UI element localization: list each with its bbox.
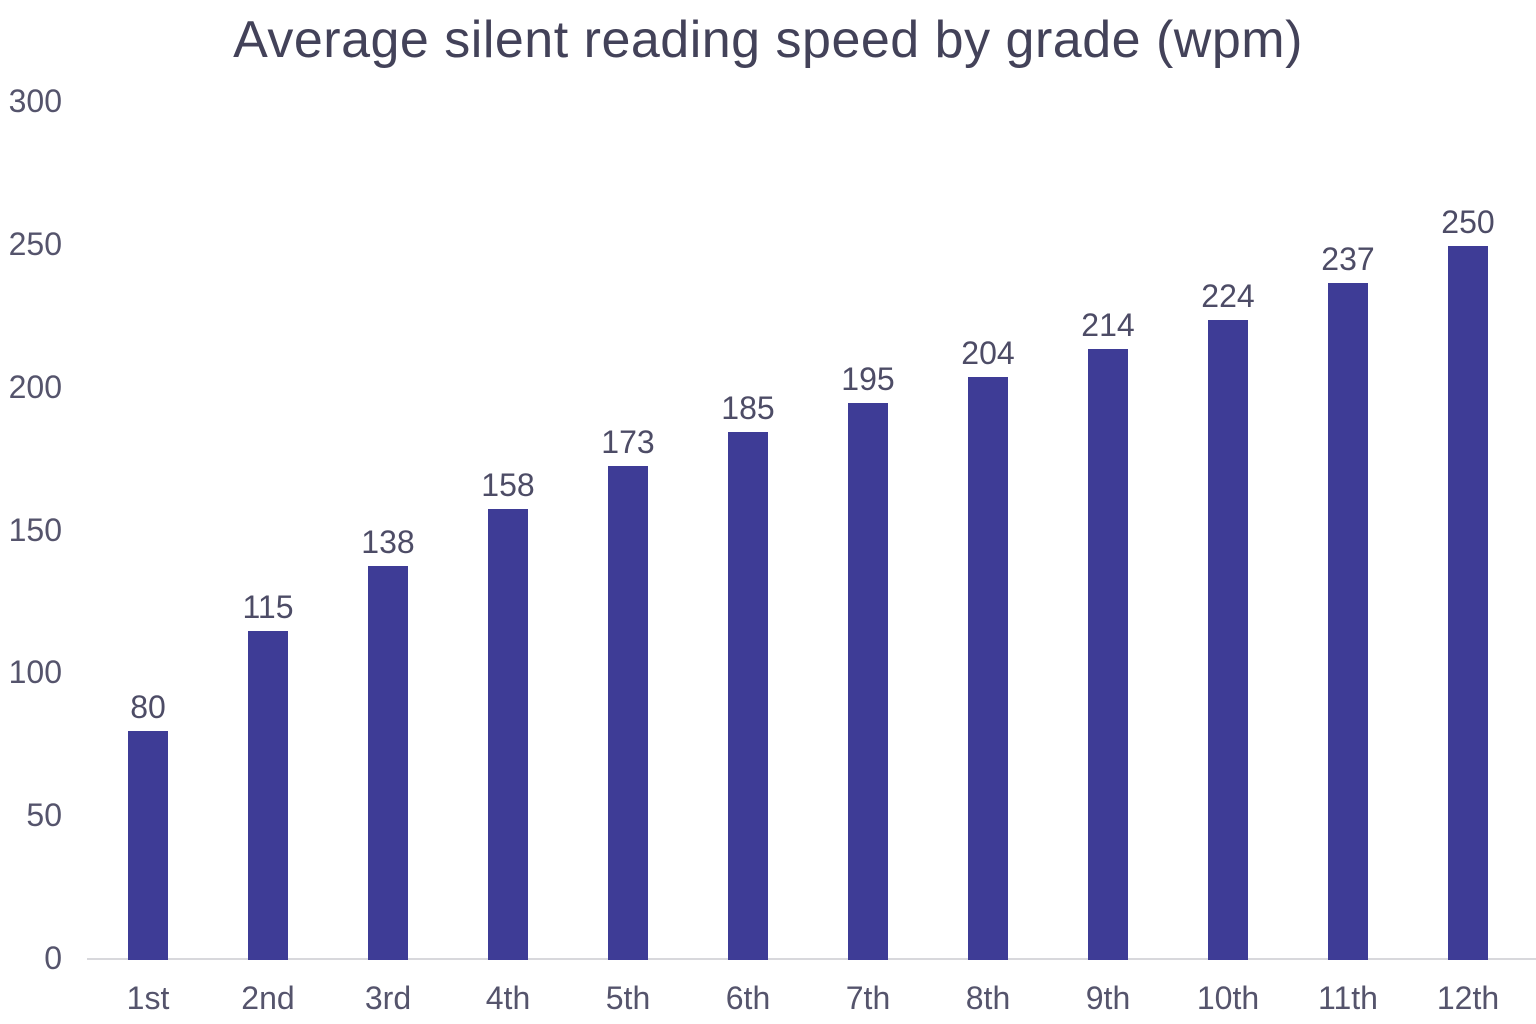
x-axis-label: 7th bbox=[845, 980, 891, 1016]
bar-4th bbox=[488, 509, 528, 960]
bar-2nd bbox=[248, 631, 288, 960]
bar-value-label: 195 bbox=[841, 361, 895, 397]
bar-value-label: 185 bbox=[721, 390, 775, 426]
y-axis-tick-label: 100 bbox=[8, 654, 62, 691]
x-axis-label: 11th bbox=[1318, 980, 1378, 1016]
x-axis-label: 6th bbox=[725, 980, 771, 1016]
bar-8th bbox=[968, 377, 1008, 960]
bar-10th bbox=[1208, 320, 1248, 960]
x-axis-label: 10th bbox=[1196, 980, 1260, 1016]
bar-value-label: 80 bbox=[130, 689, 166, 725]
bar-12th bbox=[1448, 246, 1488, 960]
bar-value-label: 237 bbox=[1321, 241, 1375, 277]
bar-value-label: 158 bbox=[481, 467, 535, 503]
y-axis-tick-label: 200 bbox=[8, 368, 62, 405]
y-axis-tick-label: 250 bbox=[8, 225, 62, 262]
bar-value-label: 173 bbox=[601, 424, 655, 460]
x-axis-label: 12th bbox=[1436, 980, 1500, 1016]
y-axis-tick-label: 50 bbox=[26, 797, 62, 834]
bar-11th bbox=[1328, 283, 1368, 960]
chart-title: Average silent reading speed by grade (w… bbox=[233, 11, 1303, 69]
bar-value-label: 214 bbox=[1081, 307, 1135, 343]
x-axis-label: 2nd bbox=[241, 980, 295, 1016]
bar-value-label: 115 bbox=[242, 589, 294, 625]
x-axis-label: 1st bbox=[126, 980, 170, 1016]
bar-3rd bbox=[368, 566, 408, 960]
bar-7th bbox=[848, 403, 888, 960]
x-axis-label: 3rd bbox=[364, 980, 412, 1016]
x-axis-baseline bbox=[87, 958, 1536, 960]
bar-9th bbox=[1088, 349, 1128, 960]
bar-6th bbox=[728, 432, 768, 960]
bar-value-label: 224 bbox=[1201, 278, 1255, 314]
x-axis-label: 5th bbox=[605, 980, 651, 1016]
x-axis-label: 8th bbox=[965, 980, 1011, 1016]
bar-value-label: 250 bbox=[1441, 204, 1495, 240]
y-axis-tick-label: 150 bbox=[8, 511, 62, 548]
bar-5th bbox=[608, 466, 648, 960]
y-axis-tick-label: 300 bbox=[8, 83, 62, 119]
x-axis-label: 4th bbox=[485, 980, 531, 1016]
bar-value-label: 204 bbox=[961, 335, 1015, 371]
x-axis-label: 9th bbox=[1085, 980, 1131, 1016]
bar-value-label: 138 bbox=[361, 524, 415, 560]
bar-1st bbox=[128, 731, 168, 960]
y-axis-tick-label: 0 bbox=[44, 940, 62, 976]
